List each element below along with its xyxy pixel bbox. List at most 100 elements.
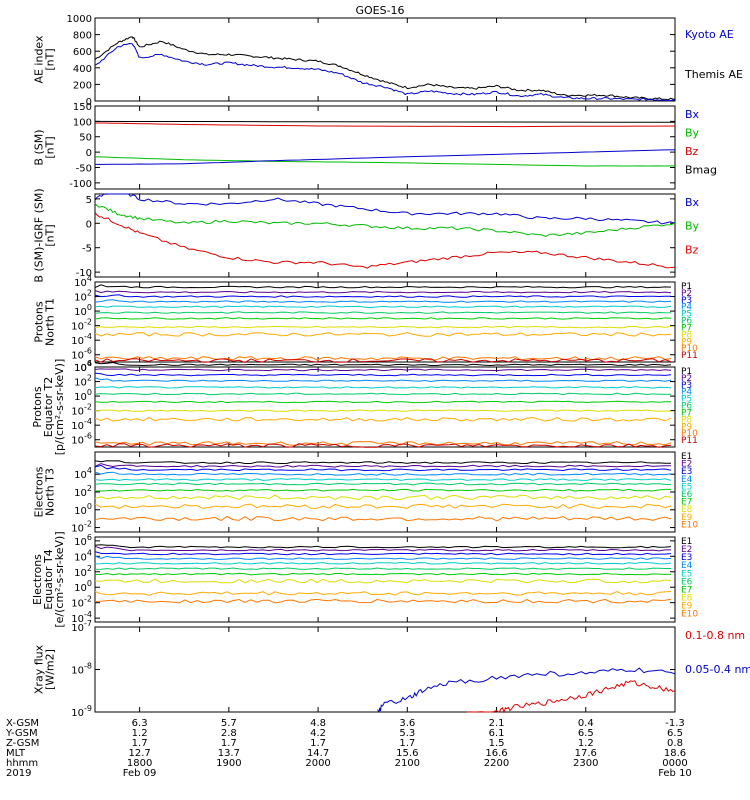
legend-en-e5: E5: [681, 482, 692, 492]
xaxis-row-label: X-GSM: [6, 718, 39, 729]
xaxis-value: Feb 09: [123, 768, 157, 779]
channel-line-pn-11: [94, 358, 672, 363]
ytick-label-bsm: 150: [73, 102, 92, 113]
channel-line-en-1: [94, 460, 672, 465]
legend-bdiff-bz: Bz: [685, 243, 699, 256]
ytick-label-ae: 600: [73, 47, 92, 58]
xaxis-value: 18.6: [664, 748, 686, 759]
ylabel-ee: [e/(cm²-s-sr-keV)]: [53, 531, 66, 627]
channel-line-pn-8: [94, 325, 672, 329]
series-line-bdiff-by: [94, 202, 676, 237]
ytick-label-xray: 10-7: [71, 619, 92, 634]
channel-line-en-9: [94, 503, 672, 509]
ytick-label-xray: 10-9: [71, 704, 92, 719]
xaxis-value: 1.2: [132, 728, 148, 739]
ytick-label-pn: 10-4: [71, 332, 92, 347]
xaxis-value: 0.4: [578, 718, 594, 729]
xaxis-value: 2200: [484, 758, 509, 769]
xaxis-value: 1.7: [310, 738, 326, 749]
channel-line-en-8: [94, 494, 672, 501]
channel-line-pe-7: [94, 400, 671, 404]
xaxis-row-label: hhmm: [6, 758, 38, 769]
legend-en-e6: E6: [681, 490, 693, 500]
legend-pn-p1: P1: [681, 282, 692, 292]
ytick-label-en: 10-2: [71, 520, 92, 535]
ytick-label-en: 102: [74, 484, 92, 499]
xaxis-value: 2000: [305, 758, 330, 769]
legend-en-e4: E4: [681, 475, 693, 485]
legend-pe-p9: P9: [681, 422, 692, 432]
xaxis-value: 6.5: [667, 728, 683, 739]
channel-line-pn-7: [94, 317, 672, 320]
channel-line-ee-7: [94, 572, 672, 576]
legend-pn-p8: P8: [681, 330, 692, 340]
ytick-label-bdiff: 5: [86, 195, 92, 206]
channel-line-en-2: [94, 463, 671, 468]
ytick-label-bdiff: -5: [82, 244, 92, 255]
xaxis-value: 4.8: [310, 718, 326, 729]
xaxis-row-label: Z-GSM: [6, 738, 39, 749]
ytick-label-pe: 10-4: [71, 417, 92, 432]
ylabel-pe: Protons: [31, 386, 44, 427]
ylabel-en: North T3: [44, 468, 57, 516]
legend-pn-p5: P5: [681, 310, 692, 320]
channel-line-pe-6: [94, 392, 672, 396]
legend-pe-p2: P2: [681, 374, 692, 384]
legend-xray-0-05-0-4-nm: 0.05-0.4 nm: [685, 663, 750, 676]
xaxis-value: 6.1: [489, 728, 505, 739]
legend-pe-p5: P5: [681, 395, 692, 405]
legend-pe-p7: P7: [681, 408, 692, 418]
legend-ee-e3: E3: [681, 553, 692, 563]
series-line-bsm-bz: [95, 122, 676, 128]
ytick-label-ae: 800: [73, 31, 92, 42]
legend-ee-e10: E10: [681, 610, 698, 620]
panel-frame-bsm: [94, 105, 676, 190]
ytick-label-ee: 100: [74, 579, 92, 594]
series-line-bsm-bmag: [94, 120, 676, 123]
ytick-label-pn: 104: [74, 274, 92, 289]
channel-line-pe-3: [94, 372, 672, 377]
legend-pn-p3: P3: [681, 296, 692, 306]
ytick-label-ae: 400: [73, 64, 92, 75]
legend-en-e2: E2: [681, 460, 692, 470]
legend-ee-e7: E7: [681, 585, 692, 595]
legend-ae-themis-ae: Themis AE: [684, 68, 743, 81]
channel-line-ee-6: [94, 567, 671, 570]
ytick-label-en: 100: [74, 502, 92, 517]
ylabel-bdiff: [nT]: [44, 224, 57, 246]
channel-line-pn-9: [94, 332, 672, 337]
ytick-label-pn: 10-2: [71, 318, 92, 333]
legend-bdiff-by: By: [685, 220, 700, 233]
channel-line-ee-10: [94, 598, 672, 604]
ylabel-xray: Xray flux: [33, 644, 46, 694]
legend-pe-p1: P1: [681, 367, 692, 377]
ytick-label-pe: 104: [74, 359, 92, 374]
ytick-label-bsm: -100: [69, 179, 92, 190]
ylabel-ee: Electrons: [31, 554, 44, 605]
legend-ee-e9: E9: [681, 602, 693, 612]
channel-line-pn-6: [94, 311, 672, 314]
ytick-label-pe: 10-2: [71, 403, 92, 418]
ytick-label-ae: 200: [73, 80, 92, 91]
legend-en-e8: E8: [681, 505, 693, 515]
legend-en-e9: E9: [681, 513, 693, 523]
channel-line-pn-1: [94, 284, 672, 289]
channel-line-en-10: [94, 515, 672, 522]
legend-en-e1: E1: [681, 452, 692, 462]
channel-line-pe-5: [94, 386, 672, 389]
legend-pe-p10: P10: [681, 429, 698, 439]
channel-line-en-6: [94, 482, 672, 486]
series-line-ae-kyoto-ae: [94, 42, 676, 102]
xaxis-value: 1800: [127, 758, 152, 769]
xaxis-value: 2.1: [489, 718, 505, 729]
series-line-bsm-bx: [95, 149, 676, 165]
ytick-label-en: 104: [74, 466, 92, 481]
channel-line-ee-2: [94, 545, 671, 552]
xaxis-value: 0.8: [667, 738, 683, 749]
xaxis-value: 1.2: [578, 738, 594, 749]
legend-pn-p6: P6: [681, 317, 692, 327]
xaxis-value: 1.7: [221, 738, 237, 749]
xaxis-value: 5.3: [399, 728, 415, 739]
channel-line-pe-2: [94, 368, 672, 372]
